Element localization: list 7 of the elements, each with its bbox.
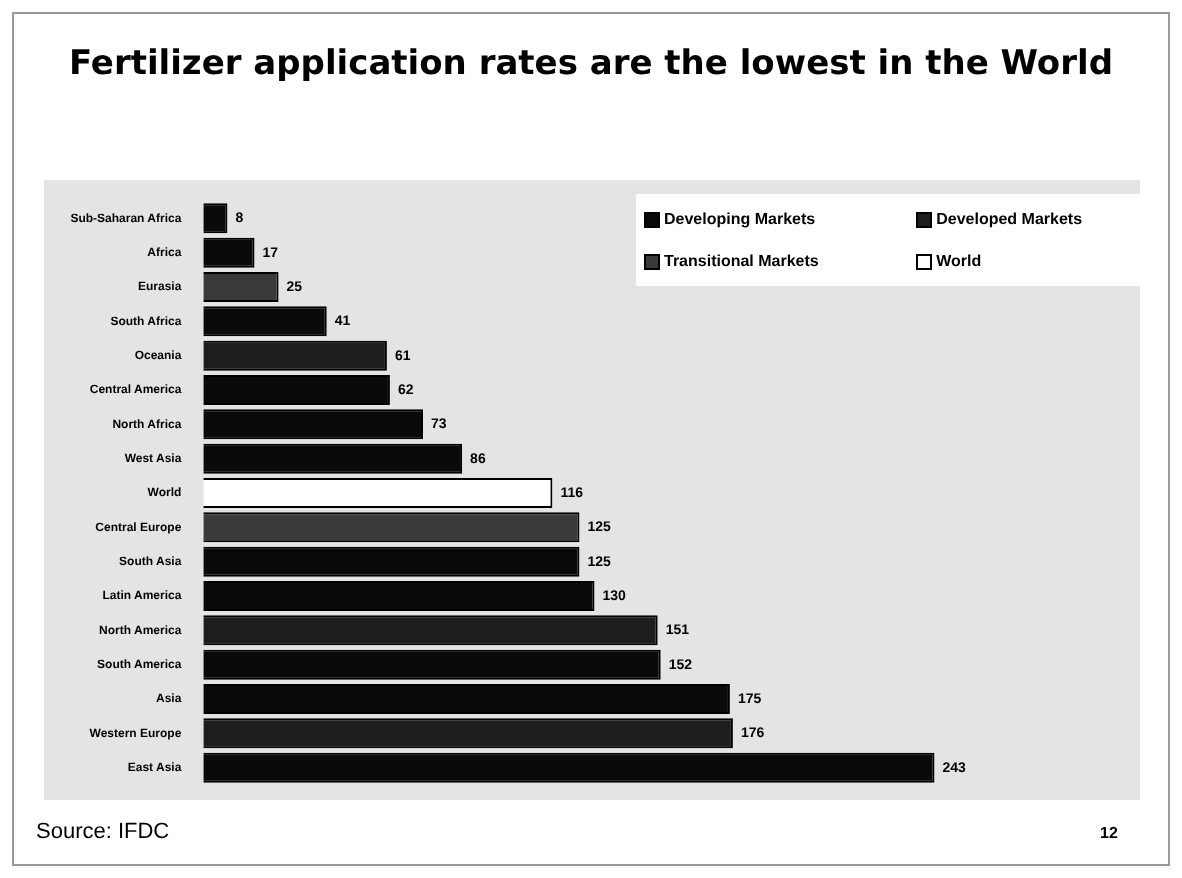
legend-label: Transitional Markets	[662, 252, 821, 270]
legend-label: Developing Markets	[662, 210, 818, 228]
text: 12	[1100, 824, 1118, 842]
legend-label: World	[934, 252, 984, 270]
chart-title: Fertilizer application rates are the lowest in the World	[66, 44, 1115, 84]
source-note: Source: IFDC	[36, 820, 170, 844]
legend-label: Developed Markets	[934, 210, 1085, 228]
